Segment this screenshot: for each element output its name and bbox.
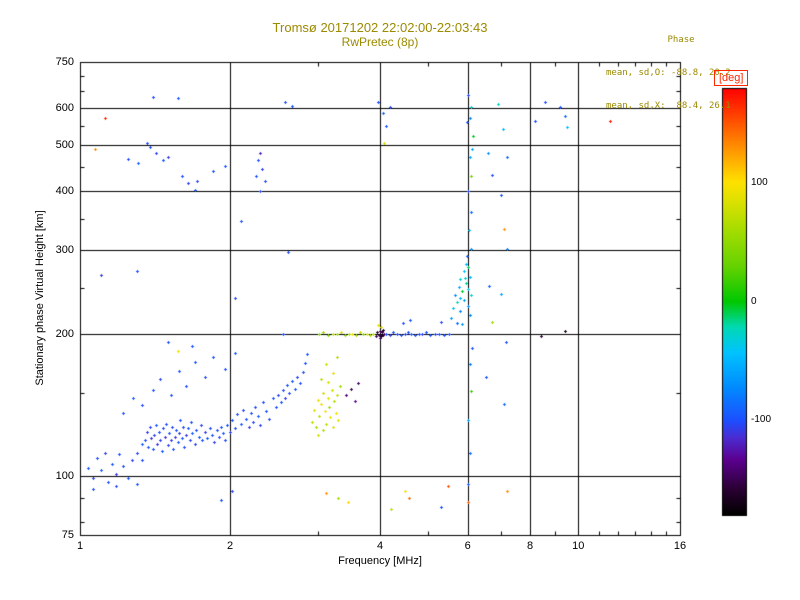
phase-stats-header: Phase xyxy=(667,35,695,45)
y-tick-label: 750 xyxy=(55,56,74,68)
y-tick-label: 600 xyxy=(55,101,74,114)
x-tick-label: 2 xyxy=(226,540,234,552)
chart-title: Tromsø 20171202 22:02:00-22:03:43 xyxy=(272,20,488,35)
x-tick-label: 16 xyxy=(673,540,687,552)
colorbar-tick-label: 0 xyxy=(751,295,757,307)
phase-mean-sd-x: mean, sd,X: 88.4, 26.1 xyxy=(606,101,731,111)
x-axis-label: Frequency [MHz] xyxy=(338,555,422,567)
colorbar-tick-label: -100 xyxy=(751,414,772,426)
phase-stats: Phase mean, sd,O: -88.8, 20.2 mean, sd,X… xyxy=(606,13,756,134)
y-axis-label: Stationary phase Virtual Height [km] xyxy=(34,210,46,386)
y-tick-label: 200 xyxy=(55,327,74,340)
y-tick-label: 75 xyxy=(61,529,74,541)
x-tick-label: 6 xyxy=(464,540,471,552)
x-tick-label: 1 xyxy=(76,540,84,552)
x-tick-label: 4 xyxy=(376,540,384,552)
x-tick-label: 8 xyxy=(526,540,534,552)
colorbar-tick-label: 100 xyxy=(751,176,768,188)
y-tick-label: 100 xyxy=(55,469,74,482)
y-tick-label: 500 xyxy=(55,139,74,152)
colorbar-unit-label: [deg] xyxy=(714,70,749,86)
phase-mean-sd-o: mean, sd,O: -88.8, 20.2 xyxy=(606,68,731,78)
chart-subtitle: RwPretec (8p) xyxy=(341,35,419,49)
x-tick-label: 10 xyxy=(572,540,585,552)
y-tick-label: 400 xyxy=(55,185,74,198)
y-tick-label: 300 xyxy=(55,244,74,257)
